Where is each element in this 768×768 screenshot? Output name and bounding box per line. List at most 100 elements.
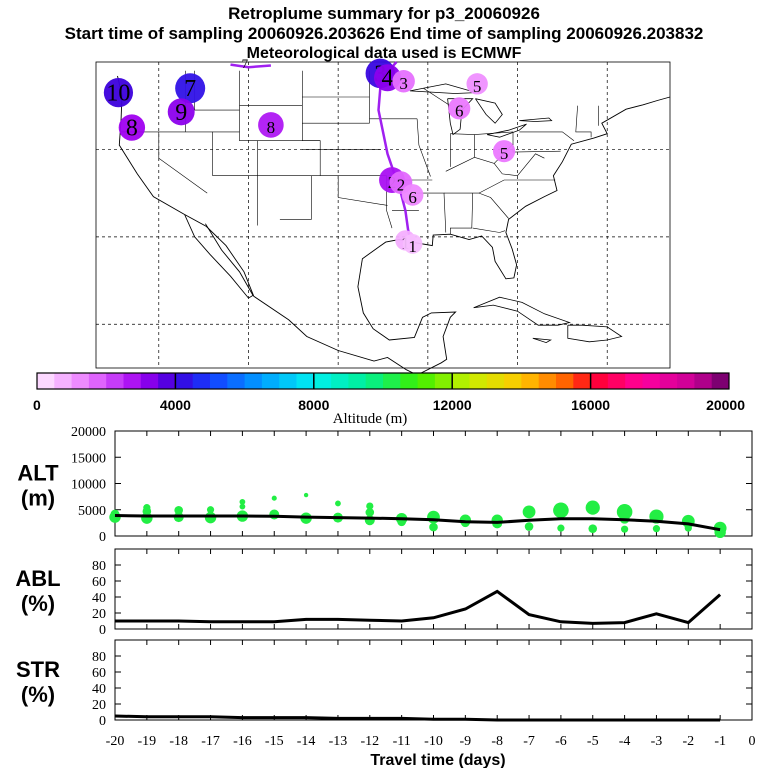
x-tick-label: -14 — [297, 734, 316, 749]
colorbar-cell — [434, 373, 453, 389]
y-tick-label: 80 — [92, 650, 106, 665]
x-tick-label: 0 — [749, 734, 756, 749]
colorbar-cell — [469, 373, 488, 389]
abl-line — [115, 589, 722, 625]
x-tick-label: -8 — [491, 734, 503, 749]
map-state-boundary — [279, 175, 312, 220]
map-lake — [447, 98, 474, 136]
map-state-boundary — [519, 131, 575, 141]
colorbar-cell — [452, 373, 470, 389]
map-lake — [519, 117, 553, 122]
cluster-label: 7 — [184, 76, 196, 102]
cluster-label: 7 — [242, 56, 249, 71]
altitude-point — [271, 495, 277, 501]
colorbar-cell — [521, 373, 540, 389]
x-tick-label: -17 — [201, 734, 220, 749]
x-tick-label: -16 — [233, 734, 252, 749]
x-tick-label: -13 — [329, 734, 348, 749]
map-lake — [475, 98, 503, 124]
x-tick-label: -15 — [265, 734, 284, 749]
y-tick-label: 80 — [92, 559, 106, 574]
map-island — [567, 324, 623, 343]
map-coastline — [117, 75, 671, 376]
cluster-bubble — [492, 140, 516, 163]
colorbar-cell — [677, 373, 695, 389]
y-tick-label: 0 — [99, 714, 106, 729]
colorbar-cell — [556, 373, 574, 389]
colorbar-cell — [659, 373, 678, 389]
cluster-bubble — [103, 78, 134, 108]
colorbar-cell — [348, 373, 367, 389]
cluster-bubble — [175, 73, 206, 104]
altitude-point — [303, 492, 309, 498]
colorbar-cell — [538, 373, 557, 389]
y-tick-label: 60 — [92, 575, 106, 590]
x-tick-label: -1 — [714, 734, 726, 749]
y-tick-label: 0 — [99, 623, 106, 638]
map-island — [532, 337, 552, 344]
map-coastline — [184, 214, 254, 299]
altitude-point — [588, 524, 598, 533]
colorbar-tick-label: 0 — [33, 397, 41, 413]
colorbar-cell — [227, 373, 246, 389]
cluster-label: 4 — [381, 66, 393, 92]
cluster-label: 6 — [408, 188, 417, 207]
map-state-boundary — [416, 118, 431, 177]
x-tick-label: -10 — [424, 734, 443, 749]
altitude-colorbar: 0 4000 8000 12000 16000 20000 Altitude (m) — [33, 372, 745, 427]
altitude-point — [143, 504, 151, 512]
colorbar-cell — [607, 373, 626, 389]
panel-ylabel-unit: (%) — [21, 591, 55, 616]
cluster-bubble — [118, 114, 146, 141]
map-state-boundary — [423, 87, 451, 106]
altitude-mean-line — [114, 514, 721, 532]
x-tick-label: -6 — [555, 734, 567, 749]
cluster-bubble — [258, 112, 284, 138]
colorbar-cell — [486, 373, 505, 389]
altitude-point — [522, 505, 536, 519]
colorbar-cell — [296, 373, 315, 389]
sampling-time-text: Start time of sampling 20060926.203626 E… — [64, 24, 704, 43]
x-tick-label: -11 — [393, 734, 411, 749]
cluster-bubble — [448, 97, 471, 120]
altitude-point — [239, 503, 246, 510]
colorbar-cell — [140, 373, 159, 389]
colorbar-cell — [365, 373, 384, 389]
colorbar-cell — [210, 373, 228, 389]
cluster-bubble — [401, 184, 424, 206]
map-state-boundary — [450, 131, 514, 135]
x-tick-label: -4 — [619, 734, 631, 749]
y-tick-label: 20000 — [71, 425, 106, 440]
trajectory-path — [230, 63, 271, 69]
colorbar-tick-label: 20000 — [706, 397, 745, 413]
cluster-label: 8 — [126, 116, 138, 142]
colorbar-frame — [36, 372, 730, 390]
colorbar-cell — [331, 373, 349, 389]
x-axis-title: Travel time (days) — [370, 752, 505, 768]
chart-title: Retroplume summary for p3_20060926 — [228, 4, 540, 23]
colorbar-cell — [573, 373, 592, 389]
cluster-label: 1 — [408, 237, 417, 256]
met-data-text: Meteorological data used is ECMWF — [246, 45, 522, 62]
cluster-label: 2 — [397, 176, 406, 195]
colorbar-cell — [192, 373, 211, 389]
colorbar-cell — [106, 373, 124, 389]
y-tick-label: 40 — [92, 591, 106, 606]
colorbar-cell — [383, 373, 401, 389]
x-tick-label: -3 — [651, 734, 663, 749]
y-tick-label: 20 — [92, 607, 106, 622]
altitude-point — [174, 505, 183, 515]
map-state-boundary — [449, 193, 473, 235]
cluster-bubble — [167, 98, 195, 126]
colorbar-cell — [625, 373, 643, 389]
altitude-panel: 0 5000 10000 15000 20000 ALT(m) — [17, 425, 753, 545]
colorbar-cell — [123, 373, 142, 389]
colorbar-cell — [244, 373, 263, 389]
cluster-label: 9 — [175, 100, 187, 126]
x-tick-label: -20 — [106, 734, 125, 749]
map-lake — [409, 83, 477, 94]
cluster-label: 5 — [473, 77, 482, 96]
colorbar-tick-label: 4000 — [160, 397, 191, 413]
colorbar-cell — [313, 373, 332, 389]
